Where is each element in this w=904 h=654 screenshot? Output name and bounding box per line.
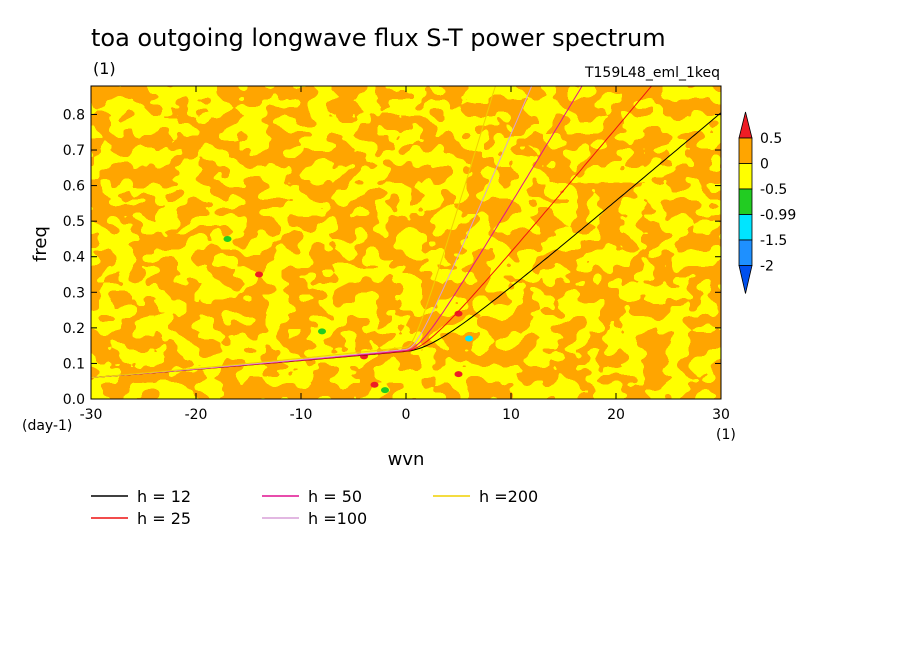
y-tick-label-2: 0.2 <box>63 321 85 337</box>
anomaly-spot-1 <box>465 335 473 342</box>
x-tick-label-1: -20 <box>185 407 208 423</box>
x-tick-label-0: -30 <box>80 407 103 423</box>
colorbar-top-arrow <box>738 111 753 139</box>
colorbar-bin-4 <box>738 214 753 241</box>
legend-label-h12: h = 12 <box>137 487 191 506</box>
y-axis: 0.0 0.1 0.2 0.3 0.4 0.5 0.6 0.7 0.8 <box>63 107 721 408</box>
legend-label-h25: h = 25 <box>137 509 191 528</box>
anomaly-spot-5 <box>381 387 389 394</box>
colorbar-bin-5 <box>738 239 753 266</box>
y-tick-label-7: 0.7 <box>63 143 85 159</box>
colorbar-label-2: -0.5 <box>760 182 787 198</box>
y-tick-label-8: 0.8 <box>63 107 85 123</box>
y-tick-label-4: 0.4 <box>63 250 85 266</box>
x-axis: -30 -20 -10 0 10 20 30 <box>80 86 730 423</box>
x-units-label: (1) <box>716 427 736 443</box>
colorbar-label-4: -1.5 <box>760 233 787 249</box>
y-tick-label-5: 0.5 <box>63 214 85 230</box>
anomaly-spot-4 <box>454 371 463 378</box>
colorbar: 0.5 0 -0.5 -0.99 -1.5 -2 <box>738 111 796 294</box>
colorbar-label-5: -2 <box>760 259 774 275</box>
colorbar-bin-3 <box>738 188 753 215</box>
anomaly-spot-6 <box>370 381 379 388</box>
chart-title: toa outgoing longwave flux S-T power spe… <box>91 24 666 52</box>
anomaly-spot-3 <box>255 271 263 278</box>
y-tick-label-3: 0.3 <box>63 285 85 301</box>
x-tick-label-5: 20 <box>607 407 625 423</box>
units-label: (1) <box>93 59 116 78</box>
y-tick-label-0: 0.0 <box>63 392 85 408</box>
curve-h200 <box>91 86 496 379</box>
experiment-label: T159L48_eml_1keq <box>584 65 720 81</box>
x-axis-label: wvn <box>388 449 425 470</box>
legend-label-h50: h = 50 <box>308 487 362 506</box>
anomaly-spot-0 <box>318 328 326 335</box>
colorbar-label-0: 0.5 <box>760 131 782 147</box>
y-axis-label: freq <box>30 226 51 262</box>
x-tick-label-6: 30 <box>712 407 730 423</box>
curve-h100 <box>91 86 533 379</box>
colorbar-bottom-arrow <box>738 265 753 294</box>
x-tick-label-4: 10 <box>502 407 520 423</box>
plot-area <box>91 86 721 399</box>
legend-label-h100: h =100 <box>308 509 367 528</box>
anomaly-layer <box>223 235 473 394</box>
x-tick-label-2: -10 <box>290 407 313 423</box>
colorbar-label-3: -0.99 <box>760 208 796 224</box>
x-tick-label-3: 0 <box>402 407 411 423</box>
y-units-label: (day-1) <box>22 418 72 434</box>
legend-label-h200: h =200 <box>479 487 538 506</box>
anomaly-spot-8 <box>454 310 463 317</box>
colorbar-bin-1 <box>738 137 753 164</box>
dispersion-curves <box>91 86 721 379</box>
legend: h = 12 h = 25 h = 50 h =100 h =200 <box>91 487 538 528</box>
colorbar-label-1: 0 <box>760 157 769 173</box>
y-tick-label-6: 0.6 <box>63 179 85 195</box>
field-yellow-contours <box>91 86 721 399</box>
y-tick-label-1: 0.1 <box>63 356 85 372</box>
anomaly-spot-2 <box>223 235 232 242</box>
colorbar-bin-2 <box>738 163 753 190</box>
